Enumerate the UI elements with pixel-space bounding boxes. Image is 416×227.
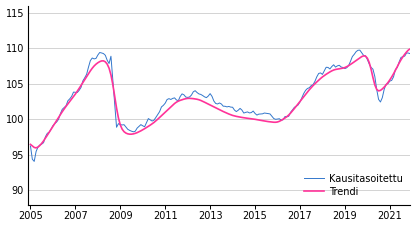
Kausitasoitettu: [221, 105, 226, 108]
Trendi: [94, 63, 99, 66]
Trendi: [28, 143, 33, 146]
Trendi: [408, 47, 413, 50]
Trendi: [34, 146, 39, 149]
Kausitasoitettu: [311, 83, 316, 86]
Kausitasoitettu: [357, 49, 362, 52]
Line: Kausitasoitettu: Kausitasoitettu: [30, 50, 410, 161]
Kausitasoitettu: [71, 91, 76, 94]
Trendi: [131, 133, 136, 135]
Kausitasoitettu: [94, 57, 99, 60]
Line: Trendi: Trendi: [30, 49, 410, 148]
Kausitasoitettu: [28, 145, 33, 147]
Legend: Kausitasoitettu, Trendi: Kausitasoitettu, Trendi: [302, 171, 406, 200]
Kausitasoitettu: [131, 131, 136, 133]
Trendi: [71, 95, 76, 98]
Trendi: [221, 110, 226, 113]
Kausitasoitettu: [32, 160, 37, 163]
Kausitasoitettu: [408, 52, 413, 55]
Kausitasoitettu: [228, 106, 233, 109]
Trendi: [228, 114, 233, 116]
Trendi: [311, 84, 316, 87]
